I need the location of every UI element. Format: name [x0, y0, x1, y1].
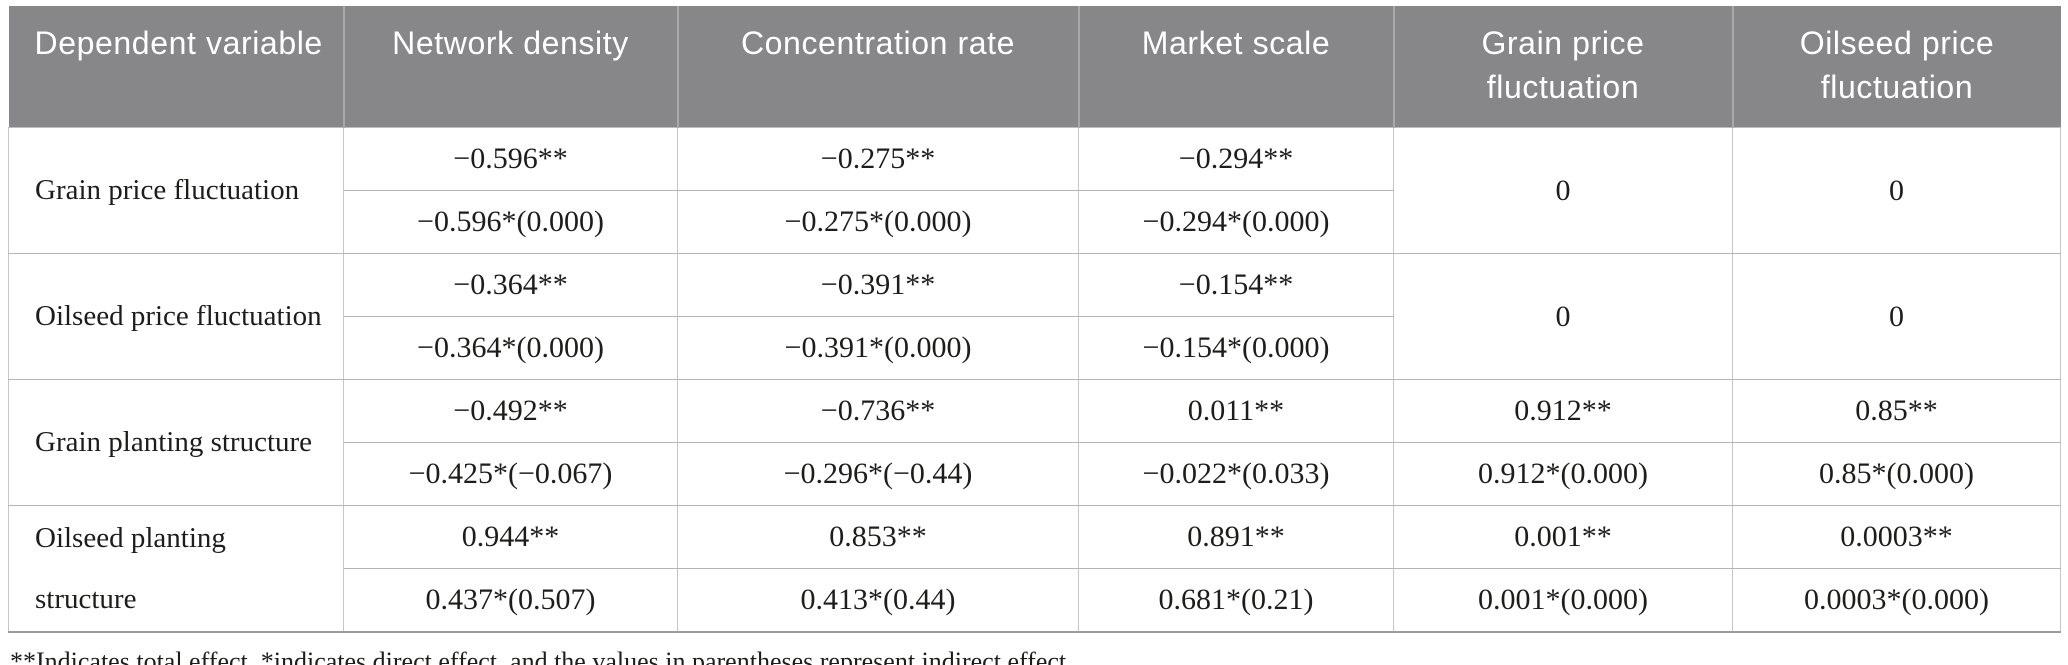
- value-cell-total: 0.001**: [1393, 505, 1733, 569]
- value-cell-direct: 0.681*(0.21): [1078, 568, 1394, 633]
- value-cell-direct: 0.413*(0.44): [677, 568, 1079, 633]
- column-header-network-density: Network density: [342, 6, 678, 128]
- merged-zero-cell: 0: [1732, 253, 2061, 380]
- value-cell-total: −0.596**: [343, 127, 678, 191]
- value-cell-direct: 0.437*(0.507): [343, 568, 678, 633]
- row-label-oilseed-price-fluctuation: Oilseed price fluctuation: [8, 253, 344, 380]
- table-row: Oilseed price fluctuation −0.364** −0.39…: [8, 253, 2061, 380]
- header-row: Dependent variable Network density Conce…: [8, 6, 2061, 128]
- row-label-grain-price-fluctuation: Grain price fluctuation: [8, 127, 344, 254]
- table-row: 0.437*(0.507) 0.413*(0.44) 0.681*(0.21) …: [9, 568, 2061, 633]
- table-row: Grain planting structure −0.492** −0.736…: [8, 379, 2061, 506]
- table-header: Dependent variable Network density Conce…: [8, 6, 2061, 128]
- value-cell-total: −0.736**: [677, 379, 1079, 443]
- table-body: Grain price fluctuation −0.596** −0.275*…: [8, 127, 2061, 633]
- value-cell-total: −0.391**: [677, 253, 1079, 317]
- value-cell-direct: 0.001*(0.000): [1393, 568, 1733, 633]
- row-label-oilseed-planting-structure: Oilseed planting structure: [8, 505, 344, 633]
- table-row: −0.425*(−0.067) −0.296*(−0.44) −0.022*(0…: [9, 442, 2061, 506]
- results-table: Dependent variable Network density Conce…: [8, 6, 2061, 633]
- column-header-concentration-rate: Concentration rate: [676, 6, 1079, 128]
- value-cell-direct: −0.391*(0.000): [677, 316, 1079, 380]
- table-row: −0.596*(0.000) −0.275*(0.000) −0.294*(0.…: [9, 190, 2061, 254]
- merged-zero-cell: 0: [1732, 127, 2061, 254]
- column-header-oilseed-price-fluctuation: Oilseed price fluctuation: [1731, 6, 2061, 128]
- value-cell-direct: −0.296*(−0.44): [677, 442, 1079, 506]
- value-cell-total: −0.364**: [343, 253, 678, 317]
- merged-zero-cell: 0: [1393, 127, 1733, 254]
- value-cell-total: 0.912**: [1393, 379, 1733, 443]
- table-footnote: **Indicates total effect, *indicates dir…: [10, 647, 1073, 665]
- value-cell-total: 0.011**: [1078, 379, 1394, 443]
- value-cell-direct: −0.154*(0.000): [1078, 316, 1394, 380]
- value-cell-direct: −0.022*(0.033): [1078, 442, 1394, 506]
- table-row: Grain price fluctuation −0.596** −0.275*…: [8, 127, 2061, 254]
- column-header-grain-price-fluctuation: Grain price fluctuation: [1392, 6, 1733, 128]
- value-cell-total: −0.154**: [1078, 253, 1394, 317]
- value-cell-direct: −0.596*(0.000): [343, 190, 678, 254]
- value-cell-direct: −0.294*(0.000): [1078, 190, 1394, 254]
- value-cell-direct: 0.912*(0.000): [1393, 442, 1733, 506]
- value-cell-total: 0.0003**: [1732, 505, 2061, 569]
- table-row: Oilseed planting structure 0.944** 0.853…: [8, 505, 2061, 633]
- value-cell-total: 0.891**: [1078, 505, 1394, 569]
- value-cell-total: −0.294**: [1078, 127, 1394, 191]
- value-cell-total: −0.275**: [677, 127, 1079, 191]
- value-cell-direct: −0.364*(0.000): [343, 316, 678, 380]
- value-cell-total: 0.85**: [1732, 379, 2061, 443]
- value-cell-total: 0.944**: [343, 505, 678, 569]
- value-cell-direct: −0.425*(−0.067): [343, 442, 678, 506]
- merged-zero-cell: 0: [1393, 253, 1733, 380]
- column-header-market-scale: Market scale: [1077, 6, 1394, 128]
- value-cell-total: −0.492**: [343, 379, 678, 443]
- column-header-dependent-variable: Dependent variable: [8, 6, 344, 128]
- value-cell-direct: 0.0003*(0.000): [1732, 568, 2061, 633]
- row-label-grain-planting-structure: Grain planting structure: [8, 379, 344, 506]
- value-cell-total: 0.853**: [677, 505, 1079, 569]
- value-cell-direct: 0.85*(0.000): [1732, 442, 2061, 506]
- value-cell-direct: −0.275*(0.000): [677, 190, 1079, 254]
